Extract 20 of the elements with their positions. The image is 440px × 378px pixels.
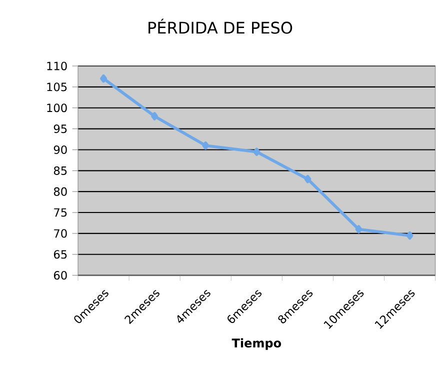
y-tick-label: 105 xyxy=(47,82,67,92)
y-tick-label: 60 xyxy=(54,271,67,280)
point xyxy=(100,74,107,83)
y-tick-label: 75 xyxy=(54,208,67,217)
chart-title: PÉRDIDA DE PESO xyxy=(148,18,292,34)
y-tick-label: 110 xyxy=(47,62,67,70)
y-tick-label: 90 xyxy=(54,145,67,154)
point xyxy=(406,231,414,240)
y-tick-label: 70 xyxy=(54,229,67,238)
point xyxy=(304,174,312,184)
y-tick-label: 85 xyxy=(54,166,67,175)
y-tick-label: 80 xyxy=(54,187,67,196)
x-axis-title: Tiempo xyxy=(232,338,282,350)
y-tick-label: 100 xyxy=(47,104,67,112)
y-tick-label: 95 xyxy=(54,124,67,134)
y-tick-label: 65 xyxy=(54,250,67,259)
point xyxy=(355,225,362,234)
point xyxy=(253,148,260,156)
point xyxy=(202,141,210,150)
point xyxy=(151,112,158,120)
